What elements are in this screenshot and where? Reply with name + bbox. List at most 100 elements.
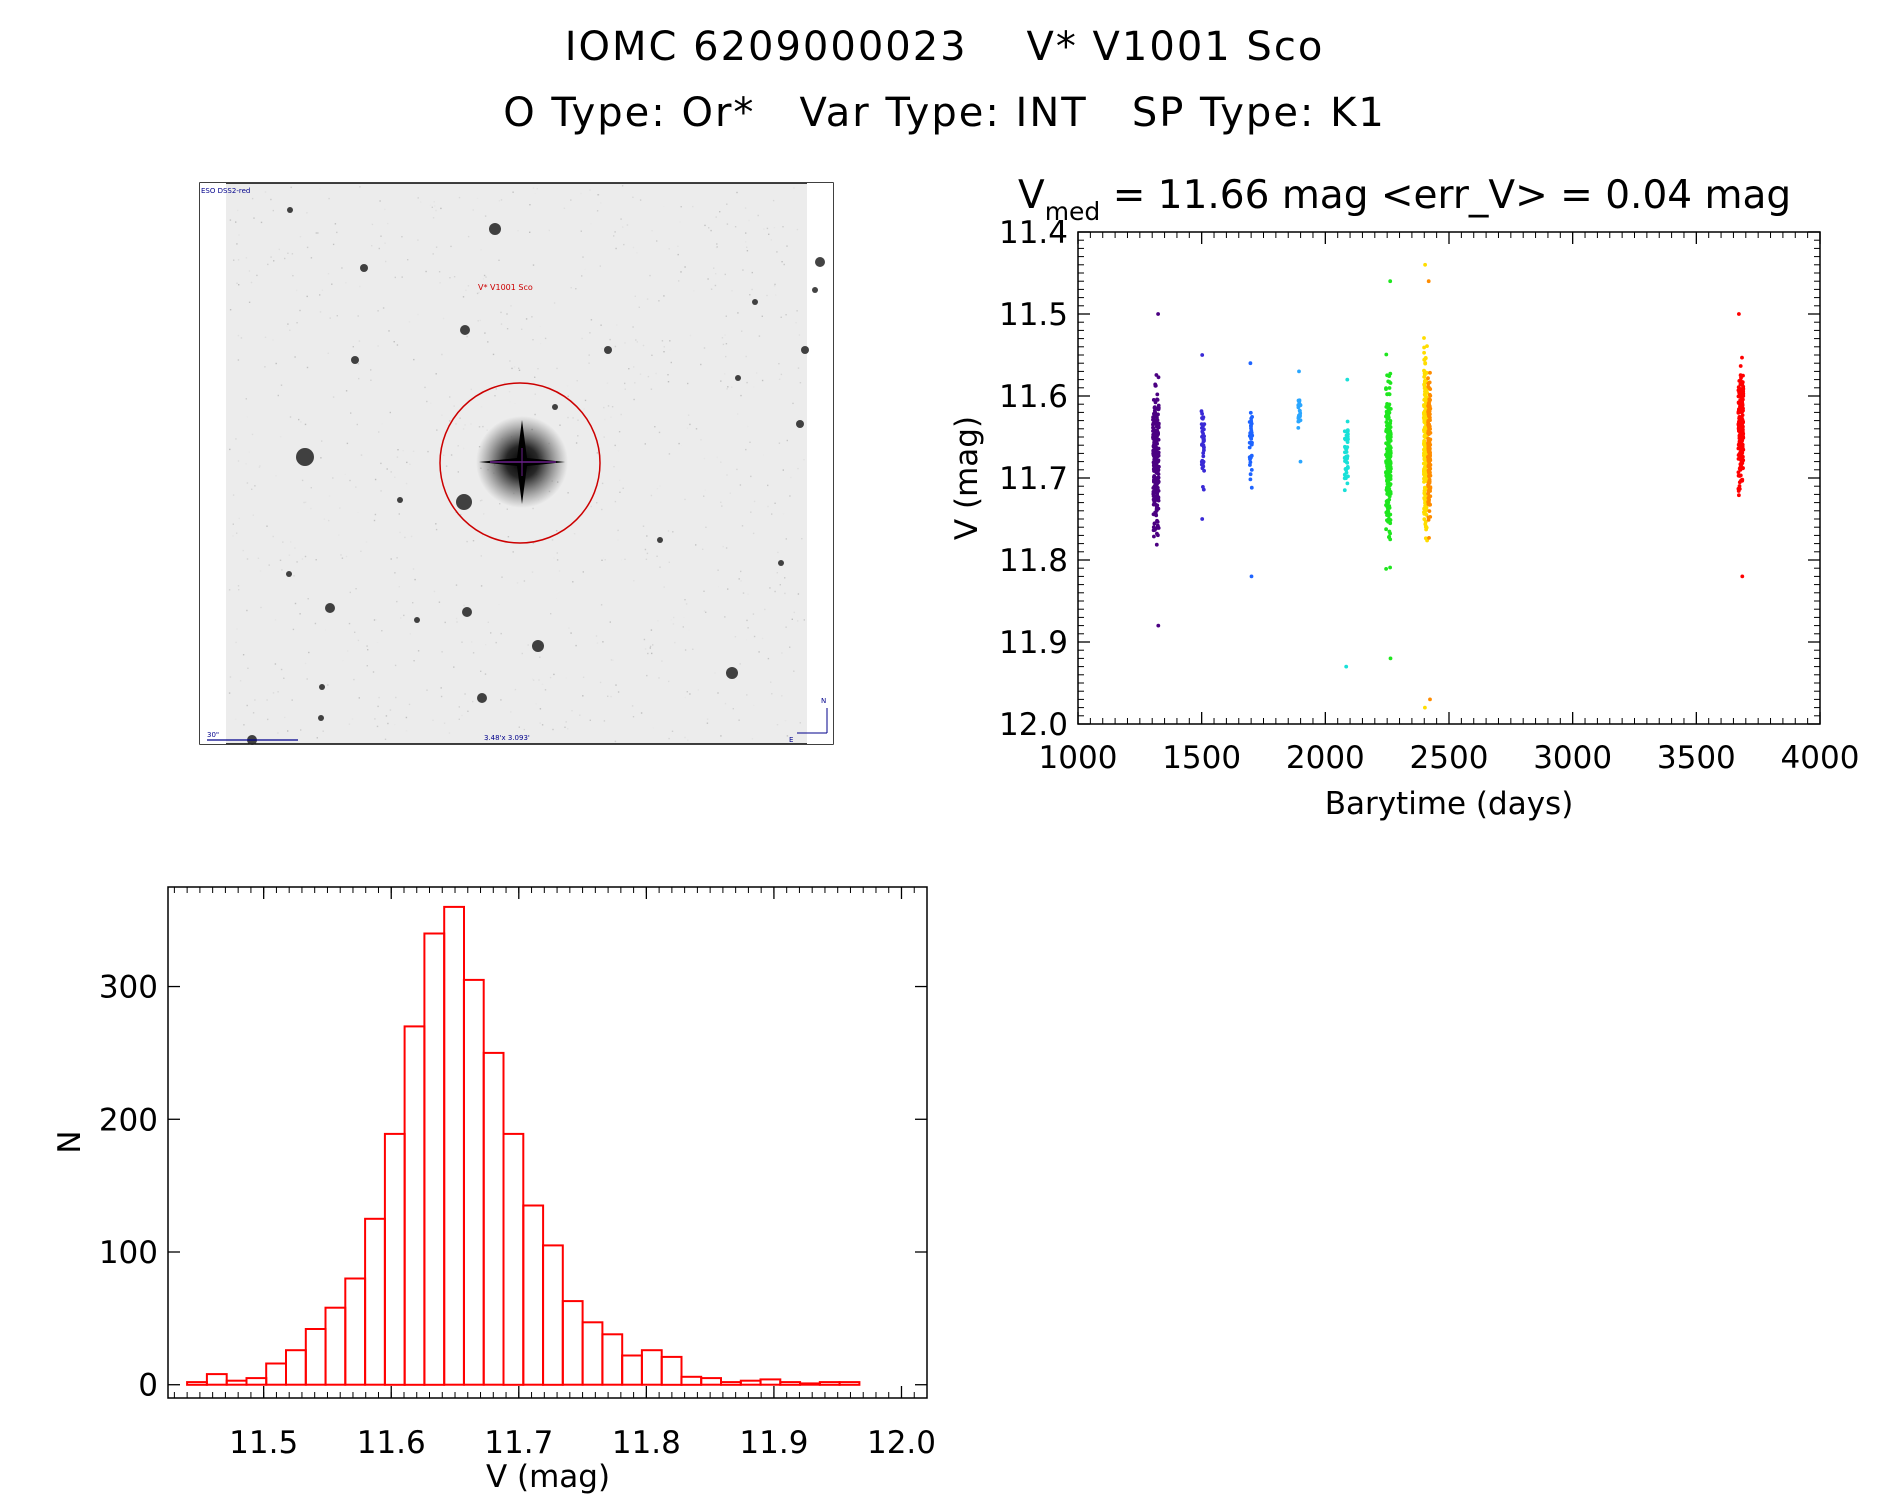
sky-noise-pixel [725, 547, 728, 549]
sky-noise-pixel [438, 271, 441, 273]
sky-noise-pixel [327, 273, 330, 275]
lc-point [1425, 538, 1429, 543]
sky-noise-pixel [750, 475, 752, 478]
lc-point [1424, 512, 1429, 517]
sky-noise-pixel [483, 513, 485, 515]
sky-noise-pixel [582, 676, 585, 678]
lc-point [1422, 467, 1427, 471]
sky-noise-pixel [638, 306, 640, 308]
sky-noise-pixel [669, 340, 671, 342]
sky-noise-pixel [245, 398, 247, 400]
histogram-bar [581, 1321, 604, 1386]
sky-noise-pixel [272, 692, 275, 694]
lc-point [1427, 509, 1432, 513]
sky-noise-pixel [753, 635, 756, 638]
sky-noise-pixel [663, 346, 665, 348]
sky-noise-pixel [614, 345, 617, 348]
field-star [552, 404, 558, 410]
sky-noise-pixel [449, 277, 451, 279]
sky-noise-pixel [472, 540, 475, 542]
sky-noise-pixel [776, 251, 778, 253]
lc-point [1152, 499, 1157, 504]
sky-noise-pixel [292, 628, 295, 631]
sky-noise-pixel [511, 367, 513, 370]
lc-point [1740, 417, 1744, 422]
sky-noise-pixel [279, 559, 282, 561]
sky-noise-pixel [703, 590, 705, 592]
sky-noise-pixel [749, 294, 751, 296]
dss-right-edge [807, 183, 833, 744]
sky-noise-pixel [396, 456, 399, 458]
sky-noise-pixel [771, 513, 773, 515]
sky-noise-pixel [275, 475, 277, 477]
sky-noise-pixel [601, 482, 604, 485]
lc-point [1201, 431, 1205, 436]
sky-noise-pixel [389, 709, 392, 711]
sky-noise-pixel [462, 296, 465, 298]
sky-noise-pixel [514, 688, 517, 691]
sky-noise-pixel [748, 219, 750, 222]
lc-point [1422, 357, 1427, 362]
sky-noise-pixel [445, 465, 448, 467]
sky-noise-pixel [588, 354, 590, 356]
sky-noise-pixel [667, 530, 670, 532]
lc-point [1384, 527, 1388, 532]
lc-point [1151, 415, 1156, 420]
sky-noise-pixel [778, 442, 781, 444]
histogram-bar [265, 1362, 288, 1386]
sky-noise-pixel [739, 663, 741, 665]
lc-point [1426, 500, 1430, 504]
lc-point [1427, 481, 1432, 485]
sky-noise-pixel [286, 325, 288, 328]
histogram-bar [640, 1349, 663, 1386]
sky-noise-pixel [380, 462, 382, 465]
lc-point [1427, 477, 1432, 482]
sky-noise-pixel [656, 555, 658, 557]
sky-noise-pixel [260, 221, 263, 224]
lc-point [1155, 418, 1160, 422]
sky-noise-pixel [763, 228, 765, 230]
sky-noise-pixel [399, 531, 401, 534]
lc-point [1201, 451, 1206, 455]
sky-noise-pixel [378, 696, 380, 699]
sky-noise-pixel [703, 347, 706, 349]
hist-xtick-label: 11.8 [612, 1425, 681, 1461]
sky-noise-pixel [603, 720, 606, 722]
lc-point [1423, 520, 1428, 524]
sky-noise-pixel [272, 339, 274, 341]
sky-noise-pixel [731, 290, 733, 292]
sky-noise-pixel [251, 433, 254, 436]
sky-noise-pixel [498, 200, 501, 202]
sky-noise-pixel [482, 425, 484, 428]
lc-point [1345, 377, 1350, 382]
sky-noise-pixel [753, 500, 756, 503]
sky-noise-pixel [633, 398, 635, 401]
lc-point [1426, 381, 1431, 386]
lc-point [1738, 373, 1743, 378]
sky-noise-pixel [252, 514, 254, 516]
lc-point [1249, 574, 1254, 579]
lc-point [1738, 443, 1743, 448]
lc-point [1345, 428, 1350, 432]
sky-noise-pixel [253, 217, 255, 219]
sky-noise-pixel [440, 695, 443, 698]
sky-noise-pixel [470, 423, 472, 425]
lc-point [1425, 344, 1429, 348]
sky-noise-pixel [721, 505, 723, 507]
sky-noise-pixel [341, 267, 343, 269]
sky-noise-pixel [663, 295, 665, 297]
histogram-bar [838, 1381, 861, 1386]
sky-noise-pixel [697, 689, 699, 691]
lc-point [1342, 476, 1347, 481]
sky-noise-pixel [300, 729, 302, 731]
sky-noise-pixel [441, 651, 443, 653]
lc-xtick-label: 2500 [1410, 740, 1489, 776]
sky-noise-pixel [534, 192, 536, 195]
lc-point [1740, 391, 1744, 395]
sky-noise-pixel [272, 535, 274, 538]
histogram-bar [245, 1377, 268, 1386]
sky-noise-pixel [374, 478, 377, 481]
lc-point [1385, 486, 1389, 491]
sky-noise-pixel [556, 530, 558, 532]
sky-noise-pixel [720, 735, 722, 737]
